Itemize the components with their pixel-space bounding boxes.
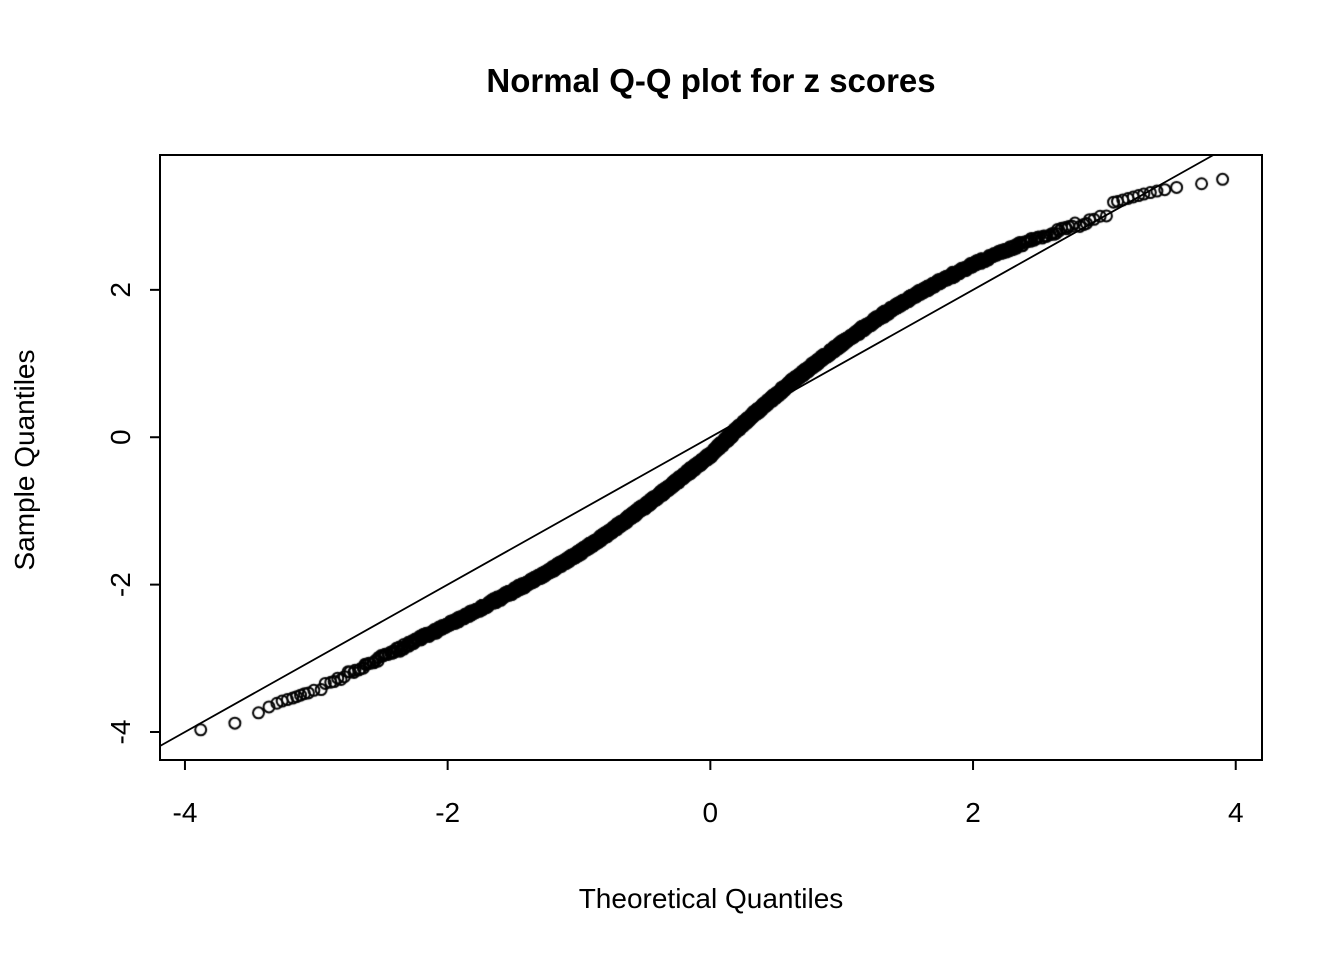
qq-plot-figure: -4-2024 -4-202 Normal Q-Q plot for z sco… (0, 0, 1344, 960)
qq-points-layer (0, 0, 1344, 960)
